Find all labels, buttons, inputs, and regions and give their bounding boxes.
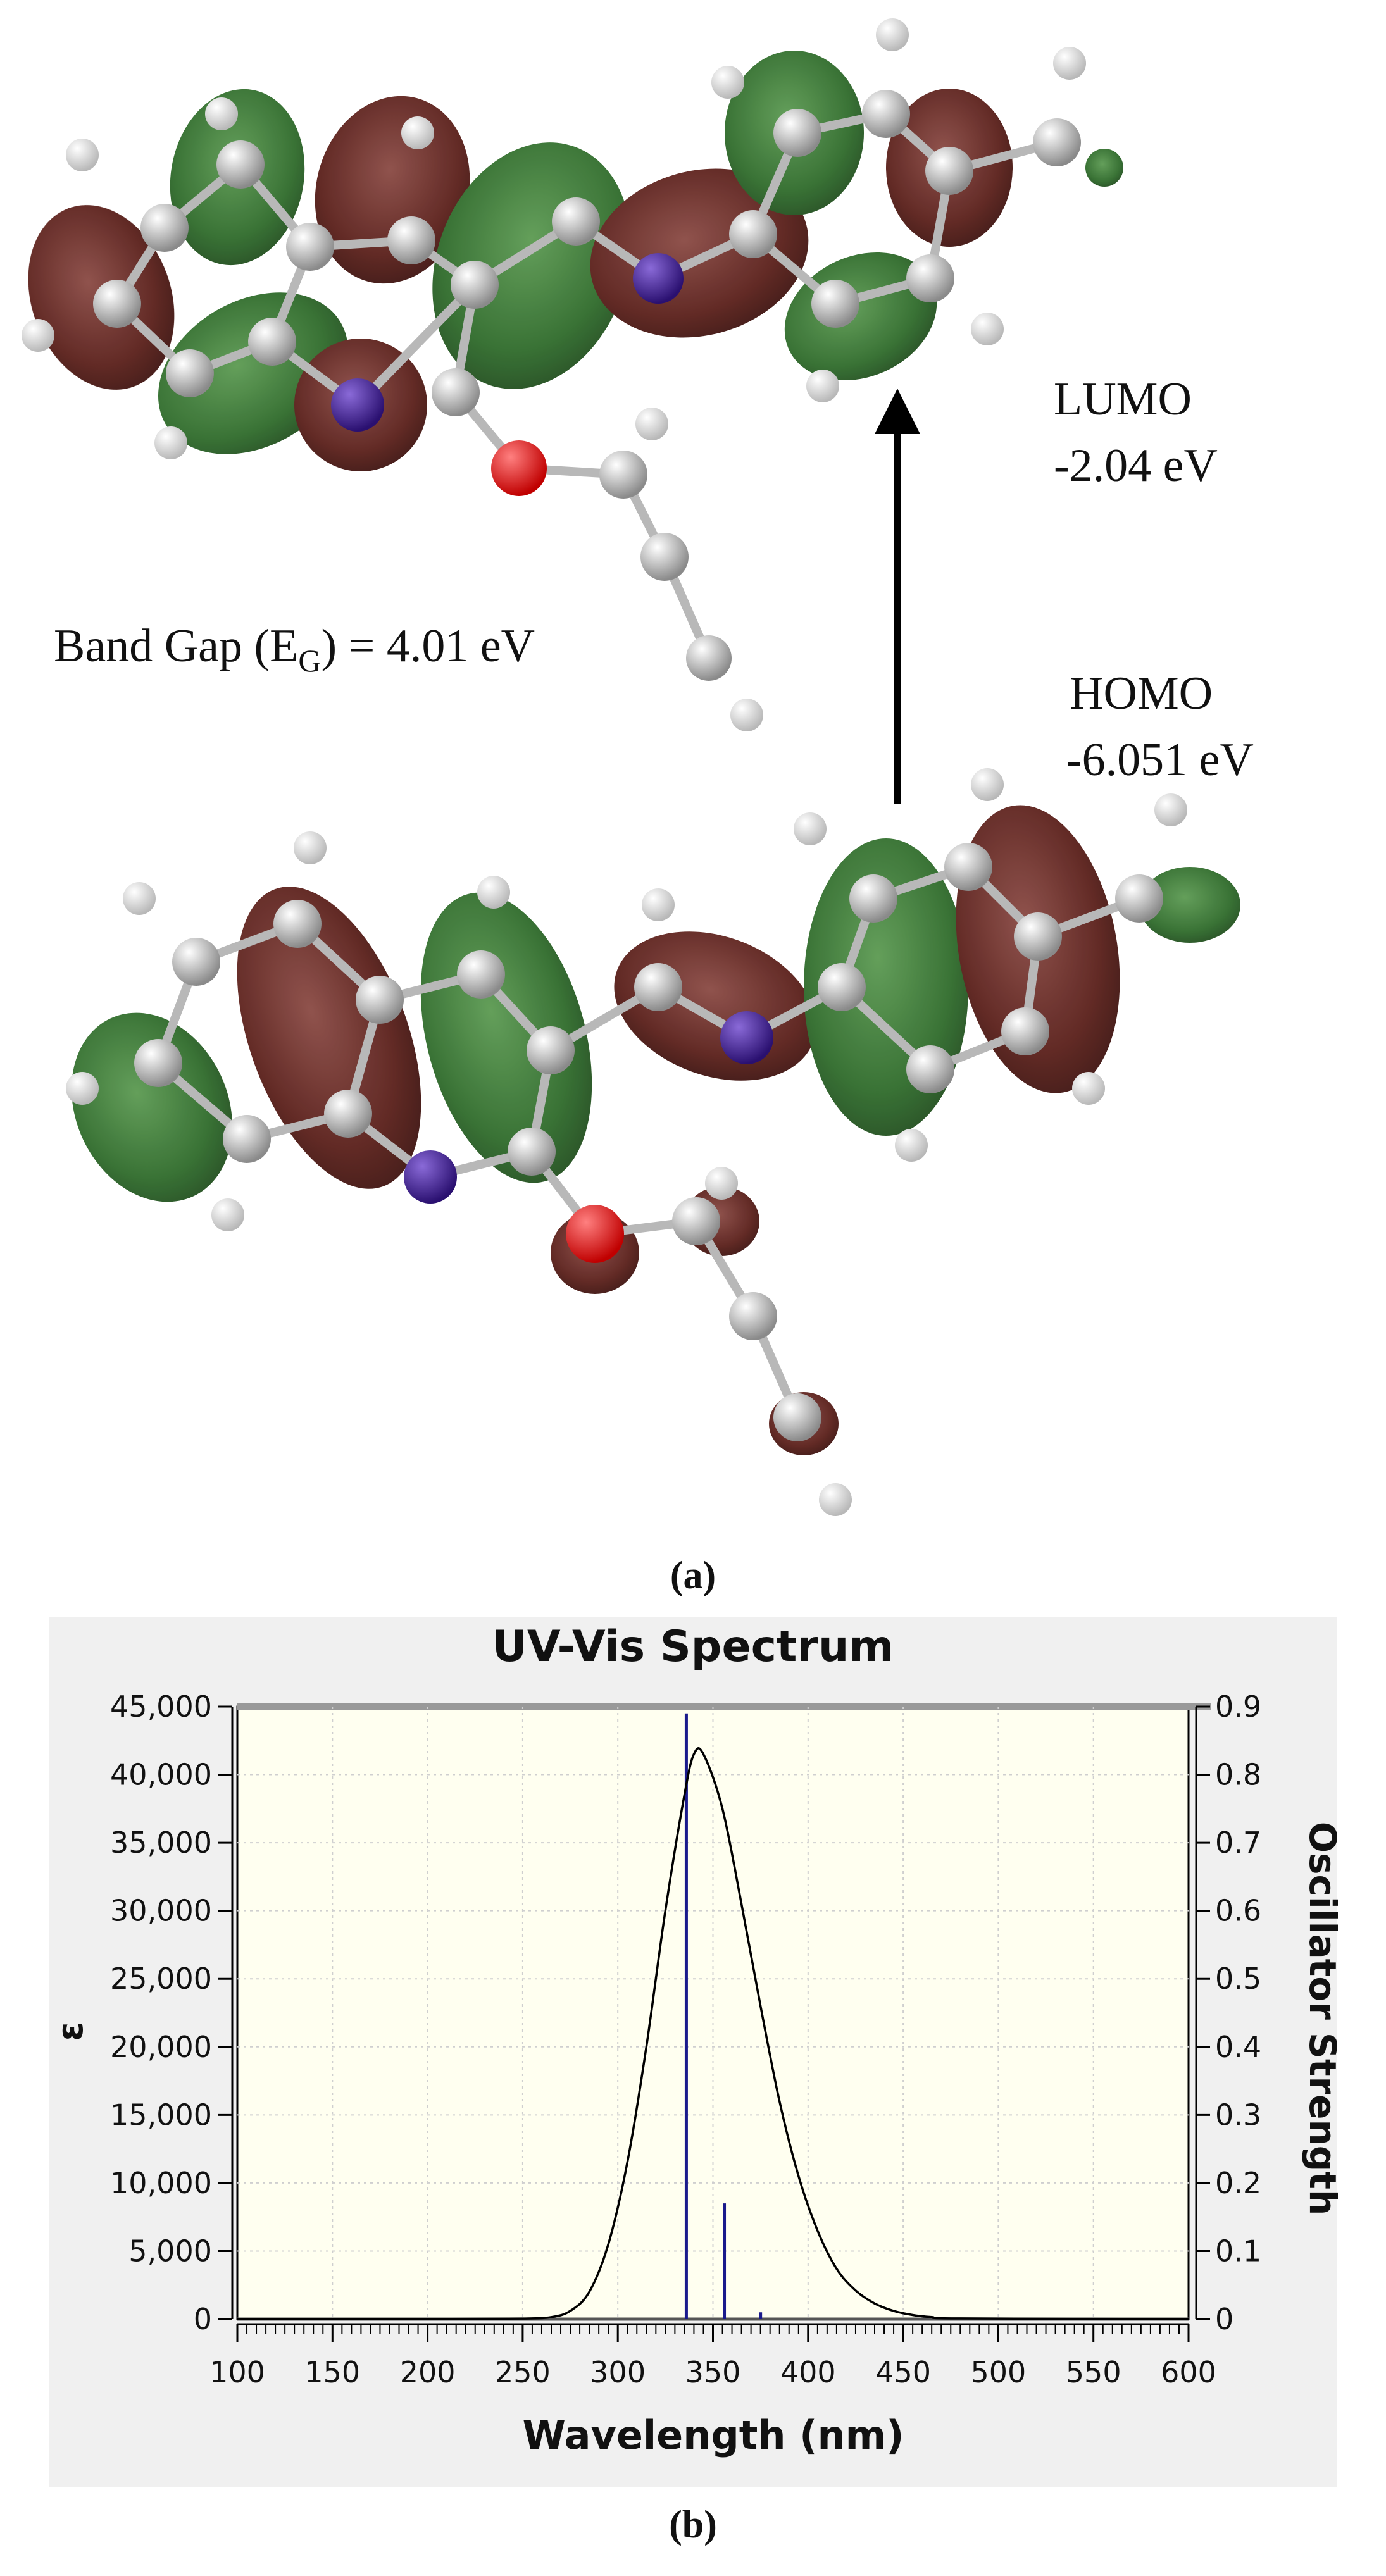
band-gap-suffix: ) = 4.01 eV (321, 620, 535, 672)
y2-tick-label: 0.4 (1215, 2030, 1261, 2064)
y-tick-label: 25,000 (110, 1962, 212, 1996)
lumo-orbital-molecule (22, 18, 1123, 731)
x-tick-label: 300 (590, 2355, 646, 2389)
y-tick-label: 30,000 (110, 1894, 212, 1928)
x-tick-label: 350 (685, 2355, 741, 2389)
band-gap-prefix: Band Gap (E (54, 620, 298, 672)
series-sticks (684, 1713, 763, 2319)
y2-tick-label: 0.1 (1215, 2234, 1261, 2268)
lumo-atoms (22, 18, 1086, 731)
y2-tick-label: 0.3 (1215, 2098, 1261, 2132)
y2-tick-label: 0.5 (1215, 1962, 1261, 1996)
homo-label: HOMO (1070, 668, 1213, 719)
panel-a-label: (a) (670, 1554, 716, 1597)
y-tick-label: 45,000 (110, 1689, 212, 1724)
band-gap-subscript: G (298, 643, 321, 678)
spectrum-curve (237, 1747, 1189, 2320)
x-axis-label: Wavelength (nm) (522, 2412, 904, 2458)
y-tick-label: 10,000 (110, 2166, 212, 2200)
x-tick-label: 150 (304, 2355, 360, 2389)
y-axis-left: 0 5,000 10,000 15,000 20,000 25,000 30,000 35,0… (110, 1689, 234, 2336)
x-tick-label: 100 (209, 2355, 265, 2389)
panel-b-label: (b) (669, 2503, 717, 2546)
y-axis-label: ε (50, 2021, 91, 2041)
chart-title: UV-Vis Spectrum (492, 1622, 894, 1672)
panel-a: LUMO -2.04 eV HOMO -6.051 eV Band Gap (E… (22, 18, 1254, 1597)
y-tick-label: 15,000 (110, 2098, 212, 2132)
y-tick-label: 0 (194, 2302, 212, 2336)
y2-tick-label: 0.6 (1215, 1894, 1261, 1928)
lumo-label: LUMO (1054, 373, 1192, 425)
homo-atoms (66, 768, 1187, 1516)
homo-energy: -6.051 eV (1066, 734, 1254, 786)
y2-axis-label: Oscillator Strength (1301, 1822, 1344, 2216)
lumo-lobes (28, 51, 1123, 471)
homo-orbital-molecule (66, 768, 1240, 1516)
y2-tick-label: 0.7 (1215, 1826, 1261, 1860)
x-tick-label: 250 (495, 2355, 551, 2389)
homo-lobes (72, 805, 1240, 1455)
x-tick-label: 450 (875, 2355, 931, 2389)
y2-tick-label: 0.9 (1215, 1689, 1261, 1724)
y2-tick-label: 0 (1215, 2302, 1233, 2336)
y-axis-right: 0 0.1 0.2 0.3 0.4 0.5 0.6 0.7 0.8 0.9 (1195, 1689, 1261, 2336)
y-tick-label: 35,000 (110, 1826, 212, 1860)
y2-tick-label: 0.8 (1215, 1758, 1261, 1792)
x-tick-label: 200 (400, 2355, 456, 2389)
x-tick-label: 600 (1161, 2355, 1216, 2389)
lumo-energy: -2.04 eV (1054, 440, 1218, 492)
x-axis: 100 150 200 250 300 350 400 450 500 550 600 (209, 2323, 1216, 2389)
y2-tick-label: 0.2 (1215, 2166, 1261, 2200)
x-tick-label: 500 (970, 2355, 1026, 2389)
y-tick-label: 40,000 (110, 1758, 212, 1792)
x-tick-label: 400 (780, 2355, 836, 2389)
band-gap-label: Band Gap (EG) = 4.01 eV (54, 620, 535, 678)
y-tick-label: 5,000 (128, 2234, 212, 2268)
panel-b: UV-Vis Spectrum 100 150 200 250 300 350 400 450… (49, 1617, 1344, 2546)
x-tick-label: 550 (1066, 2355, 1121, 2389)
y-tick-label: 20,000 (110, 2030, 212, 2064)
